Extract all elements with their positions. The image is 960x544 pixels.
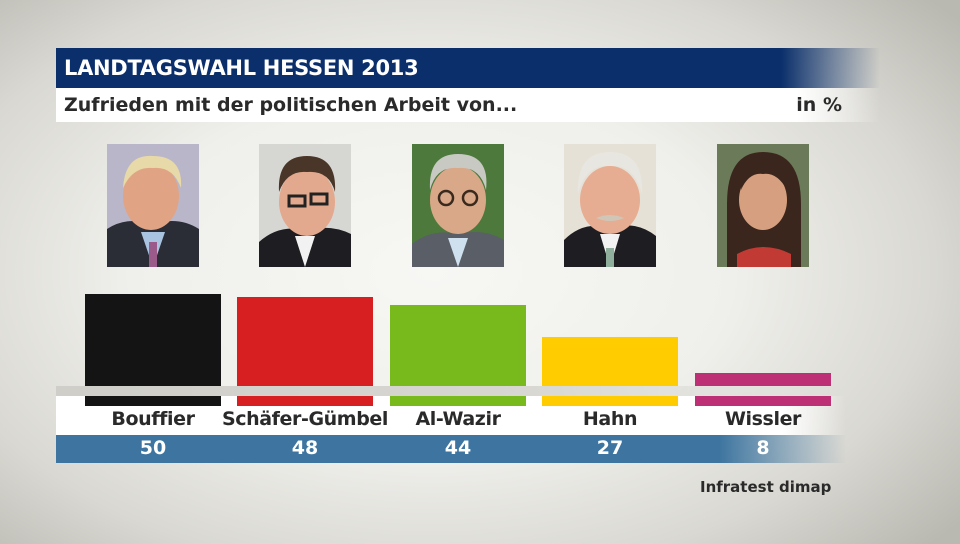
candidate-name: Wissler — [724, 408, 802, 430]
candidate-name: Bouffier — [111, 408, 195, 430]
bar-wissler — [695, 373, 831, 386]
bar-bouffier — [85, 294, 221, 386]
portrait-al-wazir — [412, 144, 504, 267]
candidate-name: Hahn — [582, 408, 638, 430]
value-label: 44 — [444, 437, 472, 459]
bar-stub-schaefer-guembel — [237, 396, 373, 406]
chart-subtitle: Zufrieden mit der politischen Arbeit von… — [56, 88, 880, 122]
portrait-bouffier — [107, 144, 199, 267]
portrait-schaefer-guembel — [259, 144, 351, 267]
subtitle-text: Zufrieden mit der politischen Arbeit von… — [64, 94, 518, 116]
title-text: LANDTAGSWAHL HESSEN 2013 — [64, 56, 419, 80]
value-label: 8 — [756, 437, 770, 459]
unit-label: in % — [796, 94, 842, 116]
candidate-name: Al-Wazir — [415, 408, 501, 430]
portrait-wissler — [717, 144, 809, 267]
bar-stub-al-wazir — [390, 396, 526, 406]
chart-title: LANDTAGSWAHL HESSEN 2013 — [56, 48, 880, 88]
bar-schaefer-guembel — [237, 297, 373, 386]
bar-stub-hahn — [542, 396, 678, 406]
candidate-name: Schäfer-Gümbel — [221, 408, 389, 430]
baseline-separator — [56, 386, 846, 396]
source-credit: Infratest dimap — [700, 478, 832, 496]
value-label: 27 — [596, 437, 624, 459]
value-label: 50 — [139, 437, 167, 459]
values-bar — [56, 435, 846, 463]
bar-stub-wissler — [695, 396, 831, 406]
value-label: 48 — [291, 437, 319, 459]
portrait-hahn — [564, 144, 656, 267]
bar-hahn — [542, 337, 678, 386]
bar-stub-bouffier — [85, 396, 221, 406]
bar-al-wazir — [390, 305, 526, 386]
